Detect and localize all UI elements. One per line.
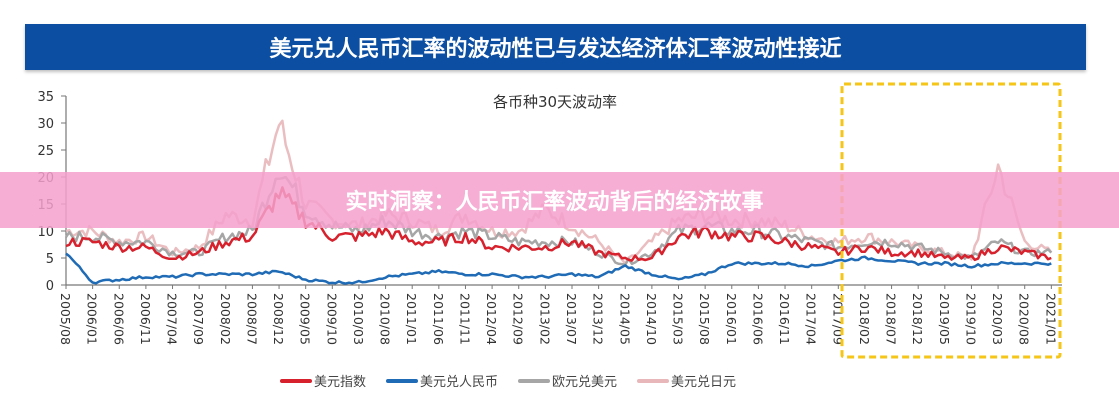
chart-title: 各币种30天波动率 bbox=[493, 93, 617, 111]
x-tick-label: 2015/03 bbox=[671, 293, 686, 345]
legend-item-eur-usd: 欧元兑美元 bbox=[518, 371, 617, 390]
y-tick-label: 5 bbox=[46, 252, 54, 267]
x-tick-label: 2010/08 bbox=[378, 293, 393, 345]
overlay-banner: 实时洞察：人民币汇率波动背后的经济故事 bbox=[0, 172, 1119, 228]
x-tick-label: 2007/04 bbox=[165, 293, 180, 345]
x-tick-label: 2011/06 bbox=[431, 293, 446, 345]
series-line-0 bbox=[65, 186, 1052, 262]
y-tick-label: 25 bbox=[37, 144, 54, 159]
x-tick-label: 2017/04 bbox=[804, 293, 819, 345]
chart-legend: 美元指数 美元兑人民币 欧元兑美元 美元兑日元 bbox=[280, 371, 736, 390]
x-tick-label: 2008/12 bbox=[271, 293, 286, 345]
x-tick-label: 2013/02 bbox=[537, 293, 552, 345]
x-tick-label: 2009/05 bbox=[298, 293, 313, 345]
x-tick-label: 2007/09 bbox=[191, 293, 206, 345]
x-tick-label: 2006/11 bbox=[138, 293, 153, 345]
legend-item-usd-index: 美元指数 bbox=[280, 371, 366, 390]
x-tick-label: 2006/06 bbox=[111, 293, 126, 345]
y-tick-label: 10 bbox=[37, 225, 54, 240]
legend-label: 美元兑日元 bbox=[671, 375, 737, 390]
x-tick-label: 2008/07 bbox=[244, 293, 259, 345]
x-tick-label: 2013/07 bbox=[564, 293, 579, 345]
y-tick-label: 0 bbox=[46, 279, 54, 294]
legend-label: 欧元兑美元 bbox=[552, 375, 618, 390]
x-tick-label: 2012/09 bbox=[511, 293, 526, 345]
legend-swatch bbox=[386, 378, 419, 383]
x-tick-label: 2014/10 bbox=[644, 293, 659, 345]
legend-item-usd-jpy: 美元兑日元 bbox=[637, 371, 736, 390]
x-tick-label: 2018/07 bbox=[884, 293, 899, 345]
x-tick-label: 2016/06 bbox=[750, 293, 765, 345]
y-tick-label: 35 bbox=[37, 90, 54, 105]
x-tick-label: 2016/11 bbox=[777, 293, 792, 345]
legend-label: 美元指数 bbox=[314, 375, 367, 390]
x-tick-label: 2009/10 bbox=[324, 293, 339, 345]
legend-swatch bbox=[637, 378, 670, 383]
x-tick-label: 2015/08 bbox=[697, 293, 712, 345]
x-tick-label: 2011/11 bbox=[457, 293, 472, 345]
x-tick-label: 2016/01 bbox=[724, 293, 739, 345]
x-tick-label: 2019/10 bbox=[963, 293, 978, 345]
x-tick-label: 2011/01 bbox=[404, 293, 419, 345]
x-tick-label: 2005/08 bbox=[58, 293, 73, 345]
x-tick-label: 2013/12 bbox=[591, 293, 606, 345]
x-tick-label: 2008/02 bbox=[218, 293, 233, 345]
legend-item-usd-cny: 美元兑人民币 bbox=[386, 371, 498, 390]
legend-swatch bbox=[280, 378, 312, 383]
x-tick-label: 2006/01 bbox=[85, 293, 100, 345]
x-tick-label: 2021/01 bbox=[1043, 293, 1058, 345]
x-tick-label: 2014/05 bbox=[617, 293, 632, 345]
x-tick-label: 2018/02 bbox=[857, 293, 872, 345]
x-tick-label: 2010/03 bbox=[351, 293, 366, 345]
series-line-1 bbox=[65, 252, 1052, 285]
legend-swatch bbox=[518, 378, 551, 383]
banner-text: 实时洞察：人民币汇率波动背后的经济故事 bbox=[345, 190, 764, 215]
x-tick-label: 2020/03 bbox=[990, 293, 1005, 345]
x-tick-label: 2012/04 bbox=[484, 293, 499, 345]
header-bar: 美元兑人民币汇率的波动性已与发达经济体汇率波动性接近 bbox=[25, 24, 1086, 70]
x-tick-label: 2020/08 bbox=[1017, 293, 1032, 345]
page-title: 美元兑人民币汇率的波动性已与发达经济体汇率波动性接近 bbox=[269, 37, 842, 62]
x-tick-label: 2018/12 bbox=[910, 293, 925, 345]
x-tick-label: 2019/05 bbox=[937, 293, 952, 345]
y-tick-label: 30 bbox=[37, 117, 54, 132]
legend-label: 美元兑人民币 bbox=[420, 375, 499, 390]
